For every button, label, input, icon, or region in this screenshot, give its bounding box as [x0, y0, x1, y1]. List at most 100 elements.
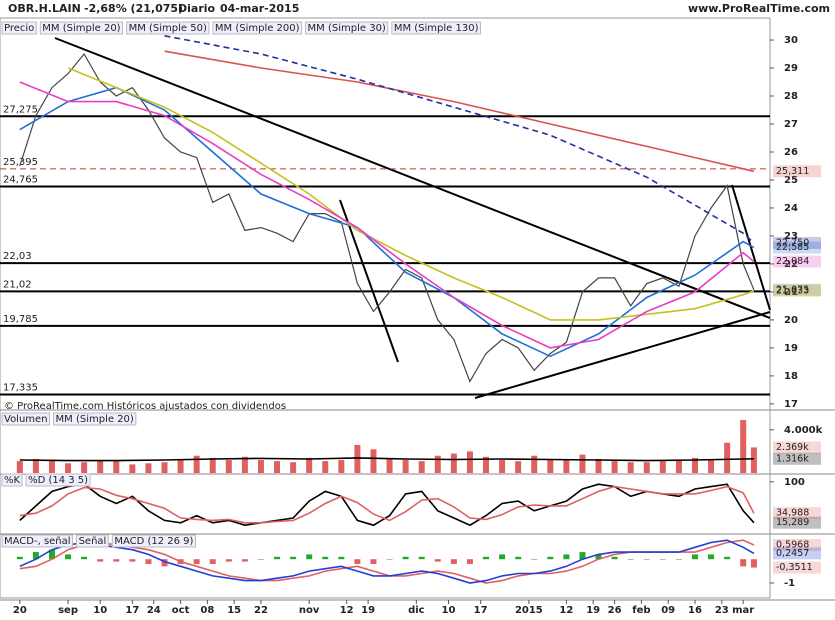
bar	[32, 458, 39, 473]
legend-box	[1, 21, 37, 35]
level-label: 19,785	[3, 314, 38, 325]
x-tick-label: oct	[172, 605, 190, 616]
bar	[257, 559, 264, 560]
last-value-box	[773, 516, 821, 529]
x-tick-label: 23	[715, 605, 729, 616]
level-label: 27,275	[3, 104, 38, 115]
bar	[209, 559, 216, 564]
bar	[193, 559, 200, 564]
bar	[97, 559, 104, 562]
last-value-box	[773, 507, 821, 520]
last-value-label: -0,3511	[776, 562, 813, 573]
x-tick-label: 16	[688, 605, 702, 616]
x-tick-label: 10	[442, 605, 456, 616]
bar	[531, 455, 538, 473]
legend-box	[111, 534, 196, 548]
bar	[724, 556, 731, 560]
bar	[691, 457, 698, 473]
legend-entry: %D (14 3 5)	[28, 475, 88, 486]
change: -2,68% (21,075)	[84, 2, 183, 15]
y-tick-label: 19	[784, 343, 798, 354]
last-value-box	[773, 236, 821, 249]
x-tick-label: mar	[732, 605, 754, 616]
legend-entry: MACD (12 26 9)	[114, 536, 193, 547]
legend-box	[1, 473, 23, 487]
bar	[97, 460, 104, 473]
bar	[515, 461, 522, 473]
bar	[643, 559, 650, 560]
bar	[675, 460, 682, 473]
last-value-label: 21,075	[776, 284, 809, 295]
legend-box	[126, 21, 210, 35]
bar	[274, 461, 281, 473]
bar	[370, 559, 377, 564]
last-value-label: 1.316k	[776, 453, 809, 464]
x-tick-label: 2015	[515, 605, 543, 616]
site: www.ProRealTime.com	[688, 2, 830, 15]
x-tick-label: feb	[632, 605, 650, 616]
bar	[306, 554, 313, 560]
bar	[466, 559, 473, 564]
x-tick-label: 20	[13, 605, 27, 616]
bar	[466, 451, 473, 473]
bar	[659, 559, 666, 560]
y-tick-label: 21	[784, 287, 798, 298]
legend-box	[39, 21, 124, 35]
legend-box	[305, 21, 389, 35]
bar	[450, 559, 457, 564]
legend-entry: MM (Simple 200)	[215, 23, 300, 34]
bar	[483, 456, 490, 473]
bar	[434, 455, 441, 473]
series-line	[19, 81, 755, 349]
bar	[81, 556, 88, 560]
bar	[386, 458, 393, 473]
bar	[274, 556, 281, 560]
bar	[450, 453, 457, 473]
legend-box	[212, 21, 303, 35]
bar	[161, 559, 168, 567]
last-value-label: 2.369k	[776, 442, 809, 453]
bar	[627, 559, 634, 560]
y-tick-label: -1	[784, 578, 795, 589]
y-tick-label: 23	[784, 231, 798, 242]
y-tick-label: 18	[784, 371, 798, 382]
bar	[81, 462, 88, 473]
series-line	[19, 52, 755, 383]
x-tick-label: 22	[254, 605, 268, 616]
bar	[547, 556, 554, 560]
bar	[161, 462, 168, 473]
last-value-label: 15,289	[776, 517, 809, 528]
y-tick-label: 22	[784, 259, 798, 270]
period: Diario	[178, 2, 216, 15]
bar	[193, 455, 200, 473]
bar	[402, 556, 409, 560]
trendline	[54, 37, 771, 319]
legend-box	[1, 412, 51, 426]
last-value-box	[773, 285, 821, 298]
bar	[750, 559, 757, 568]
bar	[338, 556, 345, 560]
legend-entry: MACD-, señal	[4, 536, 71, 547]
x-tick-label: 10	[93, 605, 107, 616]
bar	[675, 559, 682, 560]
x-tick-label: 12	[340, 605, 354, 616]
level-label: 24,765	[3, 175, 38, 186]
bar	[659, 461, 666, 473]
bar	[402, 460, 409, 473]
bar	[241, 559, 248, 562]
y-tick-label: 27	[784, 119, 798, 130]
bar	[547, 458, 554, 473]
bar	[306, 457, 313, 473]
bar	[531, 559, 538, 560]
y-tick-label: 17	[784, 399, 798, 410]
last-value-box	[773, 255, 821, 268]
legend-entry: MM (Simple 20)	[42, 23, 120, 34]
level-label: 17,335	[3, 383, 38, 394]
bar	[354, 559, 361, 564]
symbol: OBR.H.LAIN	[8, 2, 81, 15]
y-tick-label: 26	[784, 147, 798, 158]
y-tick-label: 24	[784, 203, 798, 214]
last-value-label: 22,585	[776, 242, 809, 253]
bar	[113, 461, 120, 473]
